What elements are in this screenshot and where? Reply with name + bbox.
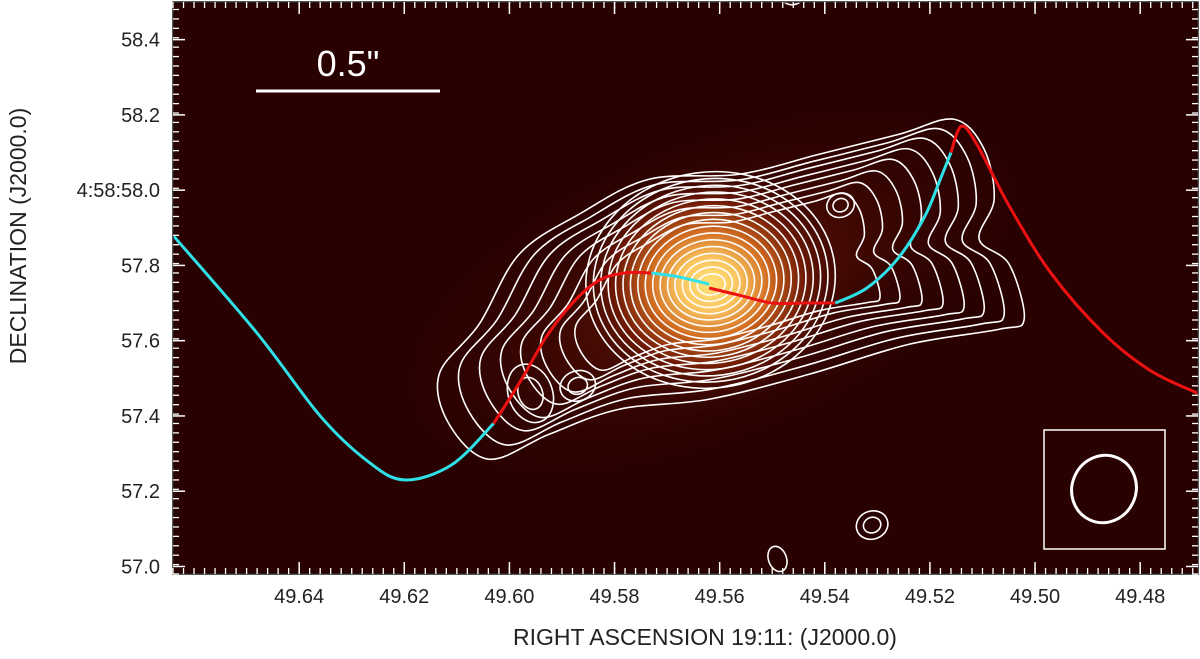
contour-level (558, 181, 901, 381)
contour-knot (767, 545, 788, 573)
y-tick-label: 57.0 (121, 556, 160, 578)
contour-level (478, 137, 985, 432)
y-tick-label: 58.2 (121, 105, 160, 127)
x-axis-label: RIGHT ASCENSION 19:11: (J2000.0) (513, 624, 897, 650)
x-tick-label: 49.62 (379, 586, 429, 608)
contour-level (674, 252, 748, 315)
contour-knot-inner (832, 197, 849, 213)
contour-level (519, 158, 944, 406)
contour-level (592, 177, 829, 383)
jet-model-receding (708, 286, 836, 306)
contour-knot (780, 2, 806, 6)
x-tick-label: 49.60 (484, 586, 534, 608)
x-tick-label: 49.64 (274, 586, 324, 608)
jet-model-curve (173, 124, 1198, 482)
jet-model-approaching (834, 151, 953, 305)
contour-set (436, 2, 1026, 573)
beam-inset (1043, 429, 1166, 550)
jet-model-receding (492, 270, 652, 425)
y-tick-label: 57.2 (121, 481, 160, 503)
plot-frame (172, 1, 1199, 575)
y-axis-label: DECLINATION (J2000.0) (5, 108, 31, 364)
y-tick-label: 57.8 (121, 255, 160, 277)
contour-level (696, 273, 726, 296)
beam-ellipse (1070, 453, 1138, 525)
contour-knot-inner (516, 376, 544, 411)
contour-level (499, 147, 965, 419)
x-tick-label: 49.56 (695, 586, 745, 608)
y-tick-label: 4:58:58.0 (77, 180, 160, 202)
contour-level (436, 118, 1026, 461)
y-tick-label: 57.4 (121, 406, 160, 428)
contour-knot (825, 192, 856, 219)
contour-knot-inner (567, 376, 589, 396)
contour-level (681, 259, 741, 309)
contour-level (659, 238, 763, 327)
x-tick-label: 49.50 (1010, 586, 1060, 608)
y-tick-labels: 57.0 57.2 57.4 57.6 57.8 4:58:58.0 58.2 58.4 (77, 30, 160, 579)
y-tick-label: 57.6 (121, 331, 160, 353)
major-ticks (173, 2, 1198, 574)
jet-model-receding (949, 124, 1198, 395)
contour-level (689, 266, 734, 303)
beam-box (1043, 429, 1166, 550)
x-tick-label: 49.54 (800, 586, 850, 608)
contour-knot (855, 510, 889, 541)
contour-knot (559, 369, 597, 403)
contour-level (539, 169, 923, 393)
contour-level (622, 204, 800, 359)
x-tick-label: 49.58 (590, 586, 640, 608)
contour-level (629, 211, 793, 352)
jet-model-approaching (173, 234, 495, 482)
contour-level (651, 232, 770, 334)
contour-level (574, 192, 881, 372)
scale-bar: 0.5" (256, 43, 440, 93)
x-tick-labels: 49.64 49.62 49.60 49.58 49.56 49.54 49.52 49.50… (274, 586, 1165, 608)
image-panel (173, 2, 1198, 574)
x-tick-label: 49.48 (1115, 586, 1165, 608)
jet-model-approaching (651, 271, 710, 286)
y-tick-label: 58.4 (121, 30, 160, 52)
contour-knot-inner (862, 516, 882, 534)
contour-level (457, 127, 1006, 446)
x-tick-label: 49.52 (905, 586, 955, 608)
scale-bar-label: 0.5" (317, 43, 380, 84)
contour-level (666, 245, 756, 321)
